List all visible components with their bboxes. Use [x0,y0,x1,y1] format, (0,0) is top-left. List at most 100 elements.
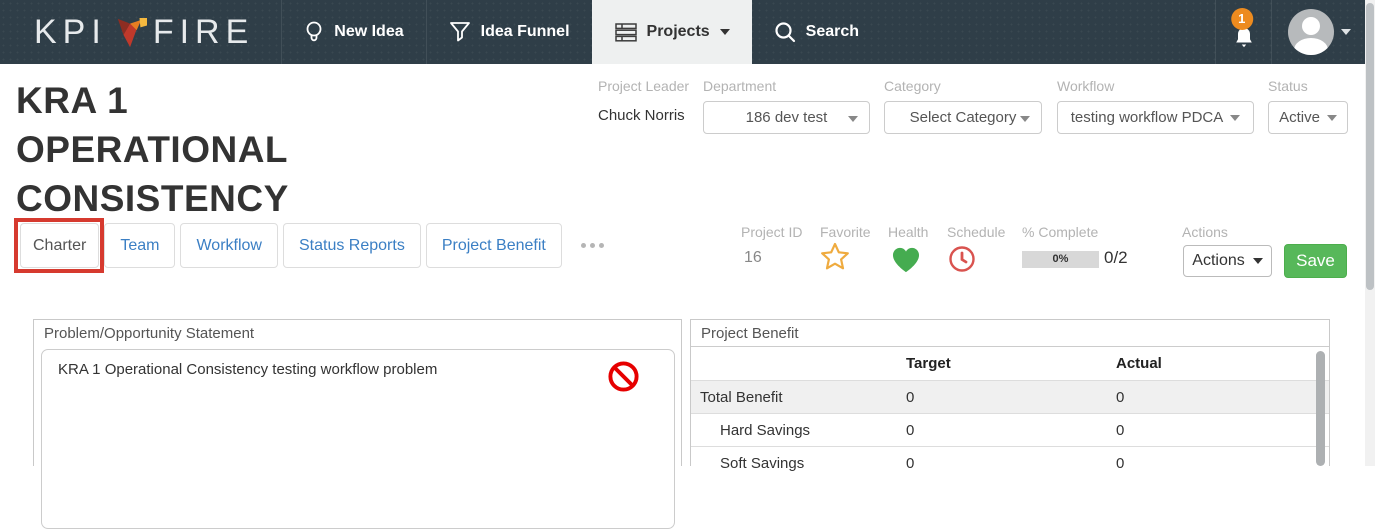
star-icon [821,242,849,270]
nav-label: New Idea [334,23,404,40]
department-label: Department [703,78,777,94]
field-status: Status Active [1268,78,1348,134]
chevron-down-icon [719,29,730,35]
category-select[interactable]: Select Category [884,101,1042,134]
health-label: Health [888,224,929,240]
favorite-star-button[interactable] [820,242,850,271]
bell-icon [1235,28,1252,48]
status-select[interactable]: Active [1268,101,1348,134]
clock-icon [949,246,975,272]
project-benefit-panel: Project Benefit Target Actual Total Bene… [690,319,1330,472]
actual-value: 0 [1116,421,1125,439]
row-label: Total Benefit [700,388,783,406]
page-scrollbar [1365,0,1375,466]
header-actual: Actual [1116,355,1162,372]
schedule-label: Schedule [947,224,1006,240]
table-scrollbar-thumb[interactable] [1316,351,1325,466]
notifications-button[interactable]: 1 [1215,0,1271,64]
notification-badge: 1 [1230,8,1253,30]
table-row-hard-savings: Hard Savings 0 0 [691,413,1329,446]
schedule-indicator[interactable] [948,245,976,273]
department-select[interactable]: 186 dev test [703,101,870,134]
nav-item-search[interactable]: Search [752,0,881,64]
tab-team[interactable]: Team [104,223,176,268]
completion-progress-bar: 0% [1022,251,1099,268]
actions-label: Actions [1182,224,1228,240]
field-workflow: Workflow testing workflow PDCA [1057,78,1254,134]
field-department: Department 186 dev test [703,78,870,134]
field-category: Category Select Category [884,78,1042,134]
nav-label: Projects [646,23,710,40]
target-value: 0 [906,388,915,406]
category-value: Select Category [909,109,1017,126]
chevron-down-icon [1020,116,1030,122]
page-title: KRA 1 OPERATIONAL CONSISTENCY [16,80,289,219]
problem-statement-panel: Problem/Opportunity Statement KRA 1 Oper… [33,319,682,529]
avatar-icon [1288,9,1334,55]
heart-icon [892,247,920,273]
actions-dropdown-button[interactable]: Actions [1183,245,1272,277]
tab-status-reports[interactable]: Status Reports [282,223,421,268]
milestone-count: 0/2 [1104,248,1128,267]
search-icon [775,22,795,43]
funnel-icon [449,22,470,42]
health-indicator[interactable] [891,246,921,273]
category-label: Category [884,78,941,94]
row-label: Hard Savings [720,421,811,439]
user-menu[interactable] [1271,0,1365,64]
page-scrollbar-thumb[interactable] [1366,3,1374,290]
tab-workflow[interactable]: Workflow [180,223,278,268]
top-navbar: KPI FIRE New Idea Idea Funnel Projects [0,0,1365,64]
header-target: Target [906,355,951,372]
workflow-label: Workflow [1057,78,1115,94]
nav-label: Idea Funnel [480,23,570,40]
chevron-down-icon [1252,258,1263,264]
project-id-value: 16 [744,249,762,266]
nav-item-projects[interactable]: Projects [591,0,752,64]
actual-value: 0 [1116,388,1125,406]
chevron-down-icon [848,116,858,122]
problem-statement-input[interactable]: KRA 1 Operational Consistency testing wo… [41,349,675,529]
stack-icon [614,22,637,42]
more-tabs-button[interactable] [577,237,608,254]
problem-panel-title: Problem/Opportunity Statement [44,325,255,342]
target-value: 0 [906,421,915,439]
logo-text-kpi: KPI [34,12,107,51]
benefit-panel-title: Project Benefit [701,325,799,342]
nav-label: Search [805,23,860,40]
favorite-label: Favorite [820,224,871,240]
project-tabs: Charter Team Workflow Status Reports Pro… [20,223,608,268]
save-button[interactable]: Save [1284,244,1347,278]
field-project-leader: Project Leader Chuck Norris [598,78,689,124]
no-entry-icon [607,360,640,393]
workflow-value: testing workflow PDCA [1070,109,1224,126]
ellipsis-icon [580,243,586,248]
problem-statement-text: KRA 1 Operational Consistency testing wo… [58,361,438,378]
nav-item-idea-funnel[interactable]: Idea Funnel [425,0,592,64]
project-id-label: Project ID [741,224,803,240]
actions-button-label: Actions [1192,252,1245,269]
project-leader-label: Project Leader [598,78,690,94]
tab-project-benefit[interactable]: Project Benefit [425,223,562,268]
table-row-total-benefit: Total Benefit 0 0 [691,380,1329,413]
progress-percent: 0% [1052,253,1069,265]
flame-icon [117,17,147,48]
lightbulb-icon [306,21,322,42]
workflow-select[interactable]: testing workflow PDCA [1057,101,1254,134]
chevron-down-icon [1326,114,1337,121]
navbar-right: 1 [1215,0,1365,64]
actual-value: 0 [1116,454,1125,472]
department-value: 186 dev test [745,109,828,126]
kpifire-logo[interactable]: KPI FIRE [0,0,281,64]
logo-text-fire: FIRE [152,12,255,51]
chevron-down-icon [1230,114,1241,121]
chevron-down-icon [1341,29,1351,35]
status-value: Active [1279,109,1320,126]
target-value: 0 [906,454,915,472]
benefit-table: Target Actual Total Benefit 0 0 Hard Sav… [691,346,1329,479]
benefit-table-header: Target Actual [691,347,1329,380]
tab-charter[interactable]: Charter [20,223,100,268]
nav-item-new-idea[interactable]: New Idea [281,0,425,64]
status-label: Status [1268,78,1308,94]
project-leader-value: Chuck Norris [598,107,685,124]
